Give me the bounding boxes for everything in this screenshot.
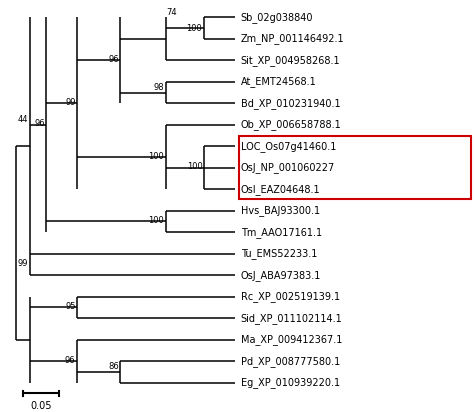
Text: Tm_AAO17161.1: Tm_AAO17161.1	[241, 227, 322, 238]
Text: OsI_EAZ04648.1: OsI_EAZ04648.1	[241, 184, 321, 195]
Text: 99: 99	[65, 98, 76, 107]
Text: 0.05: 0.05	[30, 400, 52, 411]
Text: Hvs_BAJ93300.1: Hvs_BAJ93300.1	[241, 205, 320, 216]
Text: Eg_XP_010939220.1: Eg_XP_010939220.1	[241, 377, 340, 388]
Text: Rc_XP_002519139.1: Rc_XP_002519139.1	[241, 291, 340, 302]
Text: OsJ_ABA97383.1: OsJ_ABA97383.1	[241, 270, 321, 281]
Text: 98: 98	[154, 83, 164, 92]
Text: 100: 100	[187, 162, 203, 171]
Text: Bd_XP_010231940.1: Bd_XP_010231940.1	[241, 98, 341, 109]
Text: 100: 100	[186, 23, 202, 33]
Text: Sid_XP_011102114.1: Sid_XP_011102114.1	[241, 313, 342, 324]
Text: 99: 99	[18, 259, 28, 268]
Text: Ob_XP_006658788.1: Ob_XP_006658788.1	[241, 119, 342, 130]
Text: Sb_02g038840: Sb_02g038840	[241, 12, 314, 23]
Text: 86: 86	[108, 362, 119, 371]
Text: Pd_XP_008777580.1: Pd_XP_008777580.1	[241, 356, 340, 367]
Text: At_EMT24568.1: At_EMT24568.1	[241, 76, 316, 87]
Text: Zm_NP_001146492.1: Zm_NP_001146492.1	[241, 33, 344, 44]
Text: 96: 96	[108, 55, 119, 64]
Text: OsJ_NP_001060227: OsJ_NP_001060227	[241, 162, 335, 173]
Text: 100: 100	[149, 216, 164, 225]
Text: 44: 44	[18, 115, 28, 124]
Text: LOC_Os07g41460.1: LOC_Os07g41460.1	[241, 141, 336, 152]
Text: 100: 100	[149, 152, 164, 161]
Text: Ma_XP_009412367.1: Ma_XP_009412367.1	[241, 334, 342, 345]
Text: Tu_EMS52233.1: Tu_EMS52233.1	[241, 248, 317, 259]
Text: Sit_XP_004958268.1: Sit_XP_004958268.1	[241, 55, 341, 66]
Text: 96: 96	[65, 356, 76, 365]
Text: 74: 74	[167, 7, 177, 16]
Text: 96: 96	[34, 119, 45, 129]
Text: 95: 95	[65, 302, 76, 311]
